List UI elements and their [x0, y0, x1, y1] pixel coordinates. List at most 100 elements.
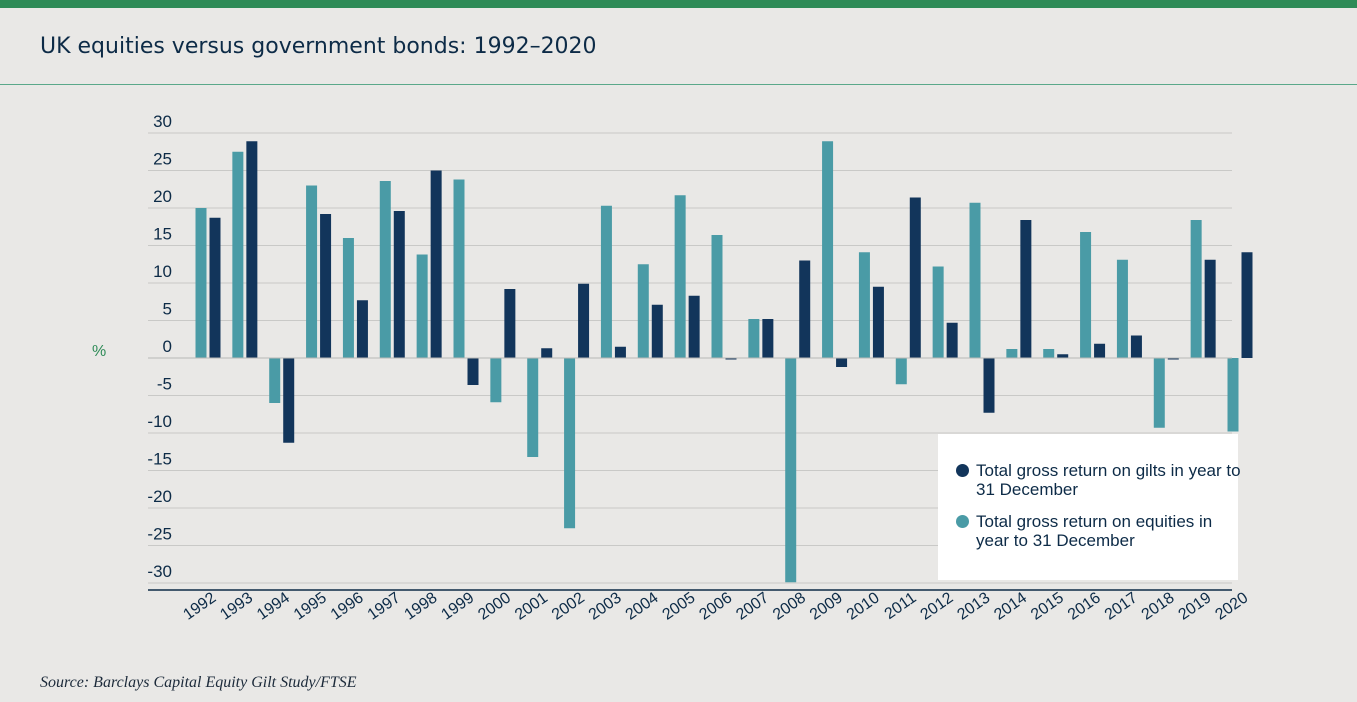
bar-gilts	[320, 214, 332, 358]
bar-gilts	[283, 358, 295, 443]
bar-gilts	[1020, 220, 1032, 358]
y-tick-label: -30	[147, 562, 172, 581]
bar-gilts	[688, 295, 700, 358]
bar-equities	[932, 266, 944, 358]
y-tick-label: -20	[147, 487, 172, 506]
y-tick-label: -5	[157, 375, 172, 394]
x-tick-label: 2009	[807, 589, 846, 623]
bar-chart: 302520151050-5-10-15-20-25-30%1992199319…	[92, 112, 1253, 624]
bar-equities	[969, 202, 981, 358]
x-tick-label: 2008	[770, 589, 809, 623]
top-accent-bar	[0, 0, 1357, 8]
bar-equities	[1006, 349, 1018, 358]
bar-equities	[637, 264, 649, 358]
legend-item-equities: Total gross return on equities in year t…	[956, 512, 1246, 550]
bar-gilts	[1241, 252, 1253, 358]
chart-legend: Total gross return on gilts in year to 3…	[938, 434, 1241, 580]
x-tick-label: 1998	[402, 589, 441, 623]
x-tick-label: 2013	[954, 589, 993, 623]
y-tick-label: 15	[153, 225, 172, 244]
bar-gilts	[1130, 335, 1142, 358]
bar-gilts	[725, 358, 737, 360]
bar-equities	[1043, 349, 1055, 358]
bar-equities	[858, 252, 870, 358]
bar-equities	[453, 179, 465, 358]
bar-equities	[195, 208, 207, 358]
x-tick-label: 2020	[1212, 589, 1251, 623]
bar-gilts	[762, 319, 774, 358]
legend-item-gilts: Total gross return on gilts in year to 3…	[956, 461, 1246, 499]
x-tick-label: 1993	[217, 589, 256, 623]
bar-gilts	[1167, 358, 1179, 360]
bar-gilts	[946, 322, 958, 358]
bar-equities	[564, 358, 576, 529]
x-tick-label: 2002	[549, 589, 588, 623]
title-divider	[0, 84, 1357, 85]
y-tick-label: 30	[153, 112, 172, 131]
x-tick-label: 2007	[733, 589, 772, 623]
legend-label-equities: Total gross return on equities in year t…	[976, 512, 1213, 550]
bar-equities	[674, 195, 686, 358]
legend-label-gilts: Total gross return on gilts in year to 3…	[976, 461, 1241, 499]
x-tick-label: 2014	[991, 589, 1030, 623]
bar-equities	[711, 235, 723, 358]
bar-gilts	[651, 304, 663, 358]
x-tick-label: 1999	[438, 589, 477, 623]
y-tick-label: 10	[153, 262, 172, 281]
x-tick-label: 2012	[918, 589, 957, 623]
x-tick-label: 2003	[586, 589, 625, 623]
x-tick-label: 1996	[328, 589, 367, 623]
bar-gilts	[504, 289, 516, 358]
bar-gilts	[1204, 259, 1216, 358]
bar-gilts	[1057, 354, 1069, 358]
bar-gilts	[578, 283, 590, 358]
y-tick-label: -15	[147, 450, 172, 469]
x-tick-label: 1992	[180, 589, 219, 623]
legend-swatch-equities	[956, 515, 969, 528]
bar-equities	[416, 254, 428, 358]
source-note: Source: Barclays Capital Equity Gilt Stu…	[40, 674, 357, 691]
bar-equities	[748, 319, 760, 358]
bar-equities	[785, 358, 797, 583]
x-tick-label: 1994	[254, 589, 293, 623]
y-tick-label: 25	[153, 150, 172, 169]
x-tick-label: 2001	[512, 589, 551, 623]
x-tick-label: 2006	[696, 589, 735, 623]
y-axis-label: %	[92, 343, 106, 360]
x-tick-label: 2005	[660, 589, 699, 623]
bar-gilts	[872, 286, 884, 358]
bar-gilts	[467, 358, 479, 385]
x-tick-label: 2017	[1102, 589, 1141, 623]
y-tick-label: -10	[147, 412, 172, 431]
bar-equities	[822, 141, 834, 358]
bar-gilts	[430, 170, 442, 358]
bar-equities	[1116, 259, 1128, 358]
x-tick-label: 1997	[365, 589, 404, 623]
x-tick-label: 2015	[1028, 589, 1067, 623]
bar-gilts	[983, 358, 995, 413]
bar-gilts	[209, 217, 221, 358]
y-tick-label: -25	[147, 525, 172, 544]
bar-gilts	[393, 211, 405, 358]
x-tick-label: 2010	[844, 589, 883, 623]
bar-equities	[1080, 232, 1092, 358]
bar-equities	[379, 181, 391, 358]
x-tick-label: 2004	[623, 589, 662, 623]
bar-gilts	[799, 260, 811, 358]
bar-equities	[1153, 358, 1165, 428]
bar-gilts	[541, 348, 553, 358]
bar-equities	[1227, 358, 1239, 432]
bar-gilts	[836, 358, 848, 367]
legend-swatch-gilts	[956, 464, 969, 477]
bar-gilts	[1094, 343, 1106, 358]
x-tick-label: 2019	[1176, 589, 1215, 623]
chart-title: UK equities versus government bonds: 199…	[40, 34, 597, 59]
bar-equities	[269, 358, 281, 403]
bar-equities	[342, 238, 354, 358]
bar-gilts	[356, 300, 368, 358]
x-tick-label: 2018	[1139, 589, 1178, 623]
bar-equities	[1190, 220, 1202, 358]
bar-gilts	[614, 346, 626, 358]
bar-gilts	[909, 197, 921, 358]
bar-equities	[600, 205, 612, 358]
